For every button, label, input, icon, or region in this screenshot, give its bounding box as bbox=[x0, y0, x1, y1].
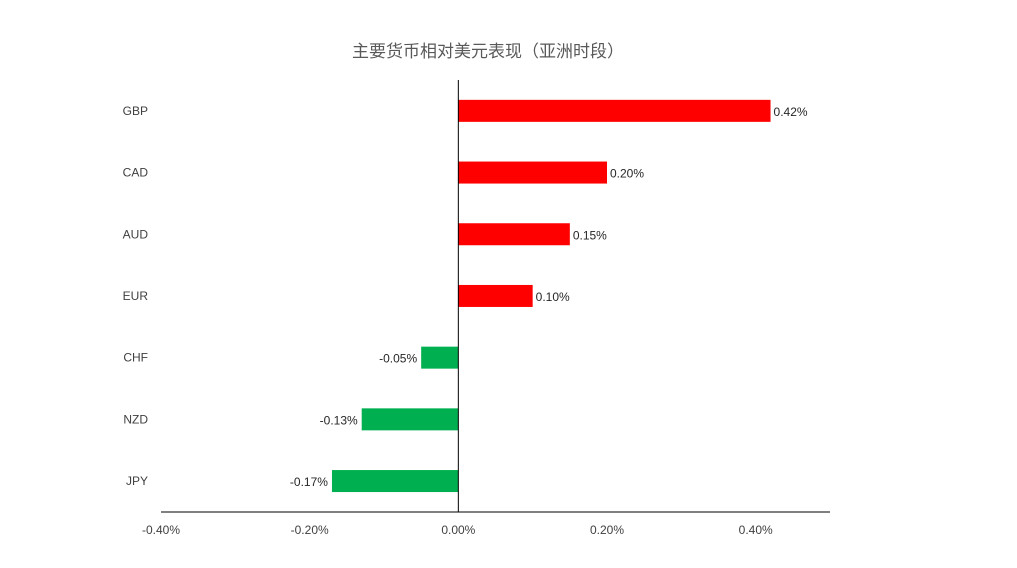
category-label-nzd: NZD bbox=[123, 412, 148, 426]
category-label-eur: EUR bbox=[123, 289, 149, 303]
chart-title: 主要货币相对美元表现（亚洲时段） bbox=[352, 42, 624, 62]
x-tick-label: 0.40% bbox=[739, 523, 773, 537]
labels-group: GBP 0.42% CAD 0.20% AUD 0.15% EUR 0.10% CHF -0.05… bbox=[123, 104, 808, 537]
axes-group bbox=[161, 80, 830, 513]
category-label-aud: AUD bbox=[123, 227, 149, 241]
bar-jpy bbox=[331, 470, 459, 493]
bars-group bbox=[331, 99, 771, 493]
category-label-jpy: JPY bbox=[126, 474, 148, 488]
category-label-cad: CAD bbox=[123, 166, 149, 180]
x-tick-label: 0.00% bbox=[441, 523, 475, 537]
data-label-gbp: 0.42% bbox=[774, 105, 808, 119]
data-label-chf: -0.05% bbox=[379, 352, 417, 366]
bar-chf bbox=[421, 346, 459, 369]
category-label-chf: CHF bbox=[123, 351, 148, 365]
bar-cad bbox=[458, 161, 607, 184]
category-label-gbp: GBP bbox=[123, 104, 148, 118]
bar-gbp bbox=[458, 99, 771, 122]
x-tick-label: 0.20% bbox=[590, 523, 624, 537]
data-label-eur: 0.10% bbox=[536, 290, 570, 304]
bar-nzd bbox=[361, 408, 459, 431]
bar-aud bbox=[458, 223, 570, 246]
data-label-aud: 0.15% bbox=[573, 228, 607, 242]
x-tick-label: -0.40% bbox=[142, 523, 180, 537]
x-tick-label: -0.20% bbox=[291, 523, 329, 537]
data-label-jpy: -0.17% bbox=[290, 475, 328, 489]
bar-eur bbox=[458, 284, 533, 307]
data-label-cad: 0.20% bbox=[610, 167, 644, 181]
data-label-nzd: -0.13% bbox=[320, 413, 358, 427]
